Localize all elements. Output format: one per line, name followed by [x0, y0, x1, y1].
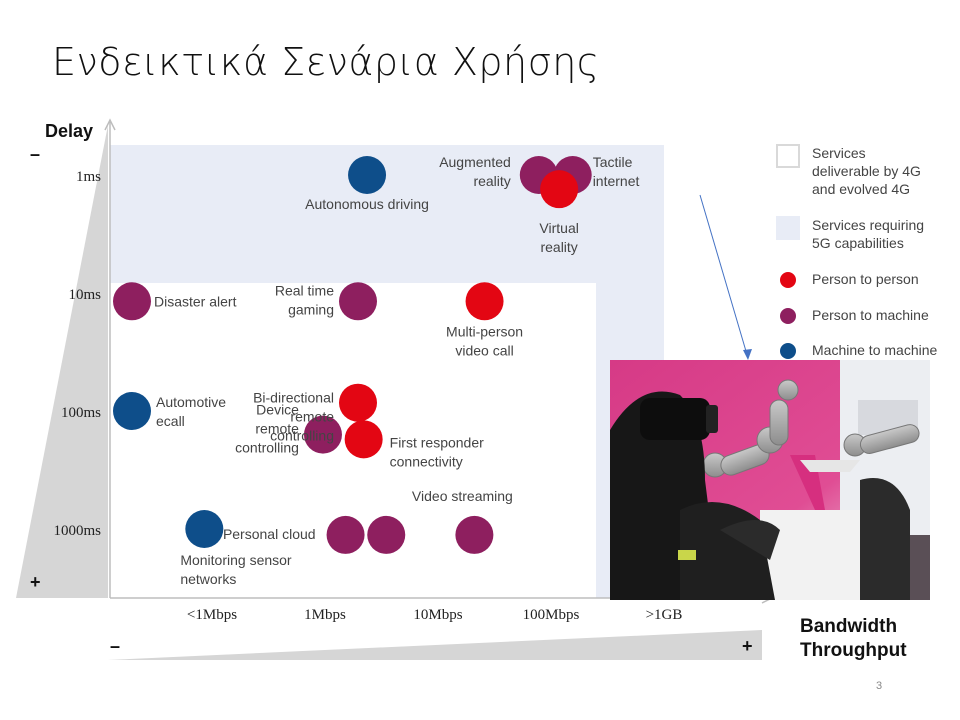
x-tick-label: 10Mbps: [413, 607, 462, 623]
legend-item-5g: Services requiring 5G capabilities: [776, 216, 924, 252]
data-point: [367, 515, 406, 554]
legend-label-person-to-person: Person to person: [812, 271, 919, 287]
y-tick-label: 1ms: [76, 169, 101, 185]
data-point: [348, 156, 387, 194]
legend-item-person-to-person: Person to person: [776, 270, 919, 288]
data-point: [339, 383, 377, 422]
point-label: Disaster alert: [154, 293, 237, 309]
data-point: [455, 515, 494, 554]
point-label: Device remote controlling: [235, 402, 299, 456]
throughput-wedge: [108, 630, 762, 660]
legend-item-4g: Services deliverable by 4G and evolved 4…: [776, 144, 921, 198]
legend-dot-machine-to-machine: [780, 343, 796, 359]
page-number: 3: [876, 680, 883, 692]
data-point: [303, 415, 342, 454]
legend-label-4g: Services deliverable by 4G and evolved 4…: [812, 145, 921, 197]
legend-dot-person-to-machine: [780, 308, 796, 324]
slide-title: Ενδεικτικά Σενάρια Χρήσης: [52, 40, 600, 84]
y-tick-label: 1000ms: [53, 523, 101, 539]
point-label: Tactile internet: [593, 154, 640, 189]
legend-label-machine-to-machine: Machine to machine: [812, 342, 938, 358]
point-label: Video streaming: [412, 488, 513, 504]
delay-wedge: [16, 125, 108, 598]
legend-item-machine-to-machine: Machine to machine: [776, 341, 937, 359]
point-label: Personal cloud: [223, 526, 316, 542]
x-axis-title: Bandwidth Throughput: [800, 616, 907, 661]
y-axis-arrow: [104, 118, 116, 131]
point-label: Autonomous driving: [305, 196, 429, 212]
point-label: Bi-directional remote controlling: [253, 390, 334, 444]
x-tick-label: 100Mbps: [523, 607, 580, 623]
vr-headset-robot-photo: [610, 360, 930, 600]
legend-dot-person-to-person: [780, 272, 796, 288]
connector-arrowhead: [743, 349, 752, 360]
point-label: First responder connectivity: [390, 434, 484, 469]
legend-swatch-5g: [776, 216, 800, 240]
y-tick-label: 100ms: [61, 405, 101, 421]
legend-swatch-4g: [776, 144, 800, 168]
y-axis-plus: +: [30, 572, 41, 592]
legend-item-person-to-machine: Person to machine: [776, 306, 929, 324]
point-label: Real time gaming: [275, 282, 334, 317]
data-point: [113, 282, 151, 321]
point-label: Monitoring sensor networks: [180, 552, 292, 587]
point-label: Automotive ecall: [156, 394, 226, 429]
data-point: [540, 170, 579, 209]
legend-label-person-to-machine: Person to machine: [812, 307, 929, 323]
data-point: [465, 282, 504, 321]
x-axis-plus: +: [742, 636, 753, 656]
y-axis-title: Delay: [45, 121, 93, 141]
legend-label-5g: Services requiring 5G capabilities: [812, 217, 925, 251]
data-point: [339, 282, 377, 321]
x-axis-minus: –: [110, 636, 120, 656]
y-tick-label: 10ms: [68, 287, 101, 303]
x-tick-label: <1Mbps: [187, 607, 237, 623]
x-tick-label: 1Mbps: [304, 607, 346, 623]
point-label: Virtual reality: [539, 220, 578, 255]
data-point: [185, 510, 224, 548]
x-tick-label: >1GB: [646, 607, 683, 623]
point-label: Augmented reality: [439, 154, 511, 189]
data-point: [344, 420, 383, 459]
connector-arrow: [699, 194, 749, 359]
data-point: [113, 392, 151, 430]
point-label: Multi-person video call: [446, 323, 523, 358]
y-axis-minus: –: [30, 144, 40, 164]
data-point: [326, 515, 365, 554]
